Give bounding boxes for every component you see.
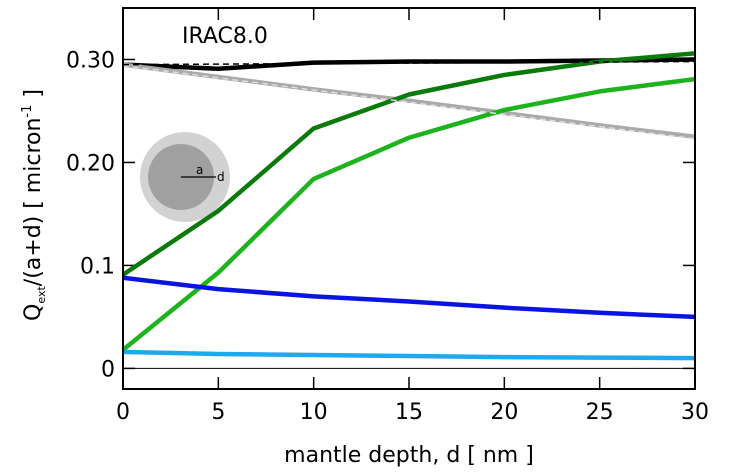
y-label-q: Q xyxy=(21,304,46,321)
series-line xyxy=(122,62,696,139)
y-tick-label: 0.1 xyxy=(80,254,115,279)
series-line xyxy=(122,349,696,361)
series-line xyxy=(122,275,696,320)
y-axis-label: Qext/(a+d) [ micron-1 ] xyxy=(20,89,48,321)
x-tick-label: 25 xyxy=(586,400,614,425)
x-tick-label: 15 xyxy=(395,400,423,425)
series-line xyxy=(121,76,696,352)
series-line xyxy=(122,60,696,66)
inset-label: d xyxy=(217,170,225,184)
inset-label: a xyxy=(196,163,203,177)
inset: a d xyxy=(140,132,230,222)
x-tick-label: 30 xyxy=(681,400,709,425)
y-label-sup: -1 xyxy=(20,105,35,118)
y-label-end: ] xyxy=(21,89,46,105)
y-label-sub: ext xyxy=(35,286,48,304)
series-line xyxy=(121,51,696,277)
y-tick-label: 0.30 xyxy=(66,48,115,73)
x-tick-label: 10 xyxy=(300,400,328,425)
series-line xyxy=(122,64,696,140)
x-axis-label: mantle depth, d [ nm ] xyxy=(284,443,534,468)
x-tick-label: 0 xyxy=(116,400,130,425)
x-tick-label: 20 xyxy=(490,400,518,425)
y-tick-label: 0.20 xyxy=(66,151,115,176)
plot-frame xyxy=(122,7,696,390)
y-tick-label: 0 xyxy=(101,357,115,382)
annotation: IRAC8.0 xyxy=(182,24,268,49)
y-label-main: /(a+d) [ micron xyxy=(21,118,46,287)
x-tick-label: 5 xyxy=(211,400,225,425)
